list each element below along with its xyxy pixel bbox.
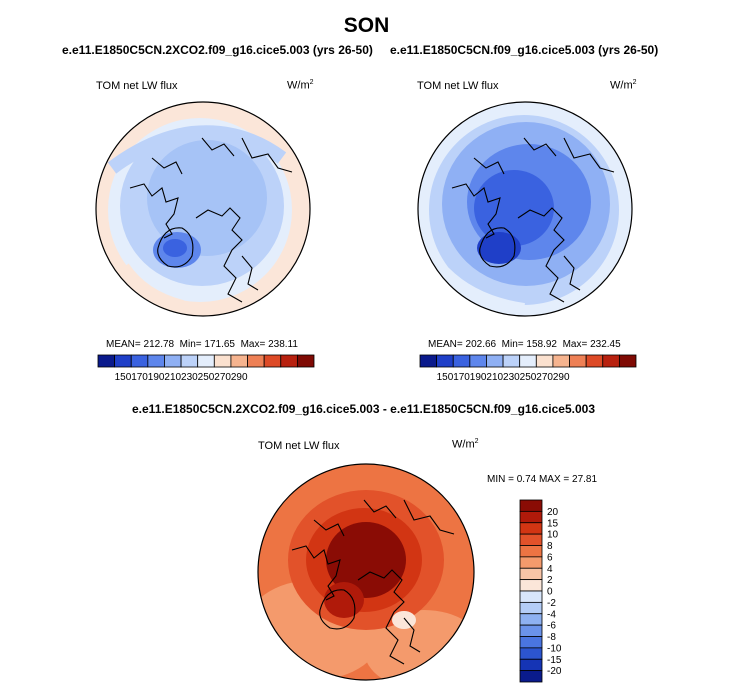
panel-2-colorbar: 150 170 190 210 230 250 270 290 (419, 354, 637, 383)
panel-1-units-label: W/m2 (287, 79, 314, 92)
panel-2-colorbar-swatch (618, 354, 637, 368)
panel-1-colorbar-swatch (296, 354, 315, 368)
panel-2-colorbar-swatch (519, 354, 537, 368)
diff-colorbar-swatch (519, 579, 543, 592)
panel-1-max: Max= 238.11 (240, 339, 298, 350)
panel-2-colorbar-tick-label: 250 (520, 372, 537, 383)
season-title: SON (343, 14, 390, 37)
diff-panel-minmax: MIN = 0.74 MAX = 27.81 (487, 474, 598, 485)
panel-2-colorbar-swatch (535, 354, 554, 368)
diff-colorbar-swatch (519, 647, 543, 660)
diff-colorbar-tick-label: 8 (547, 541, 553, 552)
panel-2-max: Max= 232.45 (562, 339, 621, 350)
diff-colorbar-tick-label: -2 (547, 598, 556, 609)
diff-colorbar-tick-label: -8 (547, 632, 556, 643)
diff-colorbar-swatch (519, 636, 543, 649)
diff-colorbar-swatch (519, 510, 543, 524)
diff-colorbar-swatch (519, 670, 543, 683)
panel-1-colorbar-swatch (263, 354, 282, 368)
diff-colorbar-tick-label: -10 (547, 643, 562, 654)
diff-polar-map (257, 463, 475, 681)
diff-colorbar-tick-label: 10 (547, 530, 559, 541)
diff-colorbar-swatch (519, 658, 543, 672)
panel-2-mean: MEAN= 202.66 (428, 339, 497, 350)
diff-colorbar-swatch (519, 556, 543, 569)
panel-1-colorbar-swatch (147, 354, 165, 368)
panel-2-colorbar-tick-label: 290 (553, 372, 570, 383)
diff-colorbar-tick-label: 2 (547, 575, 553, 586)
diff-colorbar-swatch (519, 624, 543, 637)
panel-1-colorbar-swatch (97, 354, 116, 368)
panel-1-min: Min= 171.65 (179, 339, 235, 350)
diff-colorbar-tick-label: 4 (547, 564, 553, 575)
panel-2-colorbar-swatch (602, 354, 620, 368)
diff-colorbar-swatch (519, 590, 543, 603)
panel-2-colorbar-tick-label: 270 (536, 372, 553, 383)
diff-colorbar-swatch (519, 522, 543, 535)
diff-colorbar-tick-label: 6 (547, 552, 553, 563)
panel-1-colorbar-tick-label: 150 (115, 372, 132, 383)
panel-2-colorbar-tick-label: 210 (486, 372, 503, 383)
panel-2-colorbar-swatch (436, 354, 454, 368)
panel-2-colorbar-swatch (452, 354, 471, 368)
panel-2-colorbar-swatch (585, 354, 604, 368)
panel-1-colorbar-tick-label: 290 (231, 372, 248, 383)
panel-1-stats: MEAN= 212.78 Min= 171.65 Max= 238.11 (106, 339, 298, 350)
panel-1-colorbar-swatch (164, 354, 182, 368)
diff-colorbar-swatch (519, 533, 543, 546)
panel-1-colorbar-swatch (180, 354, 199, 368)
diff-colorbar-swatch (519, 601, 543, 615)
diff-colorbar-tick-label: 15 (547, 518, 559, 529)
diff-colorbar-swatch (519, 499, 543, 512)
diff-colorbar-swatch (519, 567, 543, 581)
panel-2-colorbar-tick-label: 230 (503, 372, 520, 383)
panel-1-colorbar-swatch (197, 354, 215, 368)
diff-colorbar-tick-label: 0 (547, 587, 553, 598)
panel-2-colorbar-tick-label: 150 (437, 372, 454, 383)
panel-2-variable-label: TOM net LW flux (417, 80, 499, 92)
panel-1-colorbar-swatch (130, 354, 149, 368)
panel-2-colorbar-swatch (486, 354, 504, 368)
panel-2-colorbar-swatch (502, 354, 521, 368)
diff-colorbar-swatch (519, 613, 543, 626)
panel-2-units-label: W/m2 (610, 79, 637, 92)
panel-1-variable-label: TOM net LW flux (96, 80, 178, 92)
panel-2-polar-map (417, 101, 633, 317)
panel-1-colorbar-tick-label: 270 (214, 372, 231, 383)
diff-colorbar-tick-label: -4 (547, 609, 556, 620)
panel-1-colorbar-tick-label: 210 (164, 372, 181, 383)
panel-2-colorbar-tick-label: 190 (470, 372, 487, 383)
panel-1-colorbar-tick-label: 230 (181, 372, 198, 383)
panel-1-colorbar-tick-label: 250 (198, 372, 215, 383)
panel-2-stats: MEAN= 202.66 Min= 158.92 Max= 232.45 (428, 339, 621, 350)
panel-2-colorbar-swatch (419, 354, 438, 368)
diff-colorbar-tick-label: -15 (547, 655, 562, 666)
diff-panel-variable-label: TOM net LW flux (258, 440, 340, 452)
panel-2-colorbar-swatch (469, 354, 487, 368)
diff-colorbar-tick-label: 20 (547, 507, 559, 518)
panel-1-colorbar-tick-label: 170 (131, 372, 148, 383)
panel-1-colorbar-swatch (247, 354, 265, 368)
diff-colorbar-tick-label: -20 (547, 666, 562, 677)
panel-1-colorbar: 150 170 190 210 230 250 270 290 (97, 354, 315, 383)
panel-1-colorbar-tick-label: 190 (148, 372, 165, 383)
diff-colorbar-swatch (519, 545, 543, 558)
panel-1-case-title: e.e11.E1850C5CN.2XCO2.f09_g16.cice5.003 … (62, 43, 373, 57)
panel-2-case-title: e.e11.E1850C5CN.f09_g16.cice5.003 (yrs 2… (390, 43, 659, 57)
panel-2-colorbar-tick-label: 170 (453, 372, 470, 383)
panel-1-colorbar-swatch (280, 354, 298, 368)
panel-1-mean: MEAN= 212.78 (106, 339, 175, 350)
panel-2-min: Min= 158.92 (501, 339, 557, 350)
panel-1-colorbar-swatch (114, 354, 132, 368)
panel-1-polar-map (95, 101, 311, 317)
panel-2-colorbar-swatch (552, 354, 570, 368)
panel-1-colorbar-swatch (230, 354, 248, 368)
diff-colorbar-tick-label: -6 (547, 621, 556, 632)
panel-1-colorbar-swatch (213, 354, 232, 368)
diff-panel-units-label: W/m2 (452, 438, 479, 451)
panel-2-colorbar-swatch (569, 354, 587, 368)
diff-panel-title: e.e11.E1850C5CN.2XCO2.f09_g16.cice5.003 … (132, 402, 595, 416)
